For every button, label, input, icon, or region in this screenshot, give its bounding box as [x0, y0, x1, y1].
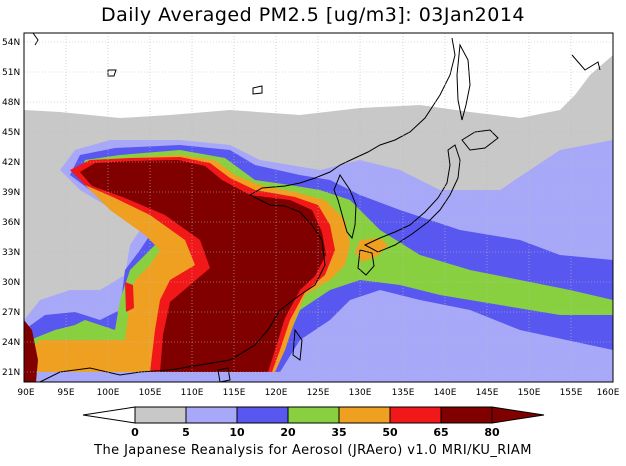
- lat-tick-label: 33N: [2, 248, 20, 258]
- colorbar-label: 0: [131, 426, 139, 439]
- contour-patch-korea: [355, 238, 388, 262]
- colorbar-label: 20: [280, 426, 296, 439]
- colorbar-segment: [491, 406, 545, 424]
- lon-tick-label: 120E: [265, 388, 288, 398]
- lat-tick-label: 51N: [2, 68, 20, 78]
- lat-tick-label: 21N: [2, 368, 20, 378]
- coastline-japan-honshu: [363, 144, 461, 253]
- contour-level-80: [80, 160, 326, 372]
- lon-tick-label: 110E: [181, 388, 204, 398]
- colorbar: [82, 406, 545, 424]
- colorbar-label: 5: [182, 426, 190, 439]
- colorbar-segment: [389, 406, 442, 424]
- colorbar-segment: [134, 406, 187, 424]
- coastline-sakhalin: [456, 43, 471, 121]
- lon-tick-label: 145E: [476, 388, 499, 398]
- coastline-korea: [333, 173, 357, 240]
- pm25-contours: [24, 33, 613, 382]
- contour-patch-hainan: [125, 282, 134, 312]
- lat-tick-label: 30N: [2, 278, 20, 288]
- colorbar-segment: [82, 406, 136, 424]
- coastline-lake: [107, 69, 117, 77]
- lat-tick-label: 24N: [2, 338, 20, 348]
- lon-tick-label: 155E: [560, 388, 583, 398]
- colorbar-labels: 0 5 10 20 35 50 65 80: [131, 426, 500, 439]
- lon-tick-label: 160E: [597, 388, 620, 398]
- colorbar-label: 80: [484, 426, 500, 439]
- coastline-japan-kyushu: [357, 249, 375, 276]
- colorbar-segment: [287, 406, 340, 424]
- lat-tick-label: 54N: [2, 38, 20, 48]
- map-title: Daily Averaged PM2.5 [ug/m3]: 03Jan2014: [100, 4, 526, 26]
- colorbar-label: 10: [229, 426, 245, 439]
- colorbar-segment: [338, 406, 391, 424]
- footer-credit: The Japanese Reanalysis for Aerosol (JRA…: [94, 443, 532, 458]
- lat-tick-label: 27N: [2, 308, 20, 318]
- contour-patch-west: [24, 320, 38, 382]
- lat-tick-label: 39N: [2, 188, 20, 198]
- lon-tick-label: 135E: [392, 388, 415, 398]
- lon-tick-label: 95E: [57, 388, 74, 398]
- coastline-hainan: [217, 367, 231, 382]
- lat-tick-label: 48N: [2, 98, 20, 108]
- coastline-china: [39, 37, 456, 382]
- lon-tick-label: 150E: [518, 388, 541, 398]
- colorbar-segment: [185, 406, 238, 424]
- coastline-taiwan: [292, 328, 303, 361]
- lon-tick-label: 115E: [223, 388, 246, 398]
- colorbar-segment: [236, 406, 289, 424]
- lat-tick-label: 42N: [2, 158, 20, 168]
- lat-tick-label: 45N: [2, 128, 20, 138]
- lat-tick-labels: 54N 51N 48N 45N 42N 39N 36N 33N 30N 27N …: [2, 38, 20, 378]
- lon-tick-labels: 90E 95E 100E 105E 110E 115E 120E 125E 13…: [17, 388, 619, 398]
- plot-frame: [23, 32, 614, 383]
- lon-tick-label: 130E: [349, 388, 372, 398]
- colorbar-label: 35: [331, 426, 346, 439]
- lon-tick-label: 125E: [307, 388, 330, 398]
- lon-tick-label: 90E: [17, 388, 34, 398]
- lon-tick-label: 140E: [434, 388, 457, 398]
- coastlines: [32, 33, 601, 382]
- colorbar-segment: [440, 406, 493, 424]
- coastline-lake2: [252, 85, 263, 95]
- coastline-island-west: [32, 33, 39, 46]
- coastline-kamchatka: [571, 54, 601, 71]
- grid-lines: [24, 33, 613, 382]
- lon-tick-label: 105E: [139, 388, 162, 398]
- colorbar-label: 50: [382, 426, 398, 439]
- lon-tick-label: 100E: [97, 388, 120, 398]
- colorbar-label: 65: [433, 426, 448, 439]
- lat-tick-label: 36N: [2, 218, 20, 228]
